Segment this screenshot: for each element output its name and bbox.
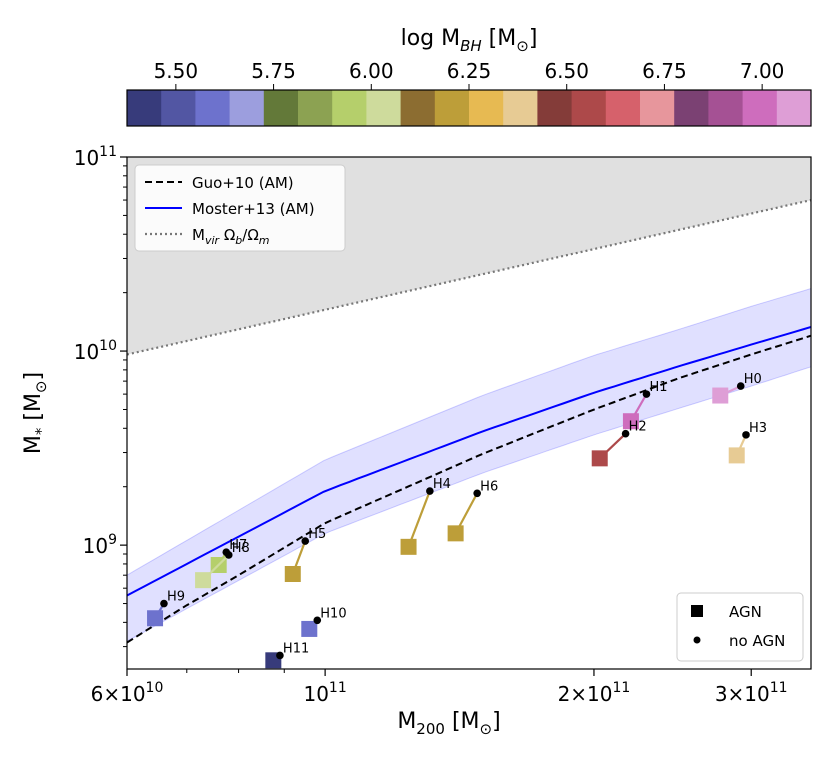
legend-markers: AGN no AGN	[676, 592, 804, 662]
halo-noagn-marker	[301, 537, 310, 545]
halo-noagn-marker	[160, 599, 168, 608]
colorbar-segment	[503, 90, 538, 126]
legend-models: Guo+10 (AM) Moster+13 (AM) Mvir Ωb/Ωm	[134, 164, 346, 252]
y-axis-label: M* [M⊙]	[21, 372, 50, 454]
colorbar-segment	[605, 90, 641, 126]
colorbar-segment	[537, 90, 573, 126]
colorbar-segment	[776, 90, 812, 126]
colorbar-segment	[332, 90, 367, 126]
halo-label: H3	[749, 421, 767, 436]
halo-noagn-marker	[473, 489, 481, 498]
x-tick-label: 3×1011	[715, 680, 788, 706]
halo-agn-marker	[400, 538, 417, 555]
y-tick-label: 1011	[74, 144, 117, 170]
colorbar-segment	[469, 90, 504, 126]
halo-noagn-marker	[313, 616, 322, 625]
halo-agn-marker	[447, 525, 464, 542]
colorbar-tick-label: 5.75	[251, 59, 296, 83]
legend-agn-label: AGN	[729, 603, 762, 621]
baryon-limit-line	[127, 199, 811, 356]
axis-ticks: 6×1010 1011 2×1011 3×1011 109 1010 1011	[74, 144, 788, 706]
x-tick-label: 2×1011	[558, 680, 631, 706]
halo-agn-marker	[591, 450, 608, 467]
legend-moster-label: Moster+13 (AM)	[192, 200, 315, 218]
halo-agn-marker	[712, 387, 729, 404]
halo-label: H4	[433, 477, 451, 492]
colorbar-tick-label: 6.25	[447, 59, 492, 83]
legend-agn-swatch	[691, 605, 703, 617]
halo-noagn-marker	[736, 382, 745, 390]
colorbar-segment	[195, 90, 231, 126]
axes-frame	[126, 156, 812, 670]
colorbar-segment	[571, 90, 607, 126]
colorbar-segment	[263, 90, 299, 126]
halo-noagn-marker	[224, 551, 233, 559]
colorbar-tick-label: 6.00	[349, 59, 394, 83]
halo-label: H7	[229, 538, 247, 553]
colorbar-tick-label: 6.75	[642, 59, 687, 83]
colorbar: log MBH [M⊙] 5.50 5.75 6.00 6.25 6.50 6.75 7.0…	[126, 26, 812, 127]
halo-noagn-marker	[276, 651, 284, 660]
halo-connector	[407, 490, 431, 548]
moster-band	[127, 287, 811, 642]
colorbar-tick-label: 7.00	[740, 59, 785, 83]
colorbar-ticks: 5.50 5.75 6.00 6.25 6.50 6.75 7.00	[154, 59, 785, 90]
colorbar-label: log MBH [M⊙]	[401, 26, 538, 55]
halo-label: H9	[167, 590, 185, 605]
colorbar-segment	[366, 90, 402, 126]
colorbar-segments	[127, 90, 812, 126]
halo-label: H5	[308, 527, 326, 542]
y-tick-label: 1010	[74, 338, 117, 364]
halo-label: H10	[320, 606, 346, 621]
legend-noagn-swatch	[693, 636, 701, 644]
halo-noagn-marker	[621, 429, 630, 438]
legend-guo-label: Guo+10 (AM)	[192, 174, 294, 192]
colorbar-segment	[127, 90, 162, 126]
halo-label: H8	[232, 541, 250, 556]
halo-noagn-marker	[426, 487, 434, 495]
halo-agn-marker	[147, 610, 164, 627]
halo-label: H1	[649, 380, 667, 395]
colorbar-segment	[298, 90, 333, 126]
x-tick-label: 6×1010	[91, 680, 164, 706]
legend-baryon-label: Mvir Ωb/Ωm	[192, 226, 270, 247]
legend-noagn-label: no AGN	[729, 632, 785, 650]
colorbar-segment	[742, 90, 778, 126]
colorbar-segment	[400, 90, 436, 126]
halo-label: H11	[283, 641, 309, 656]
guo-line	[127, 334, 811, 644]
x-axis-label: M200 [M⊙]	[397, 709, 500, 738]
halo-agn-marker	[301, 620, 318, 637]
colorbar-segment	[640, 90, 675, 126]
halo-agn-marker	[284, 565, 301, 582]
moster-line	[127, 326, 811, 597]
colorbar-segment	[708, 90, 744, 126]
halo-label: H6	[480, 479, 498, 494]
halo-agn-marker	[195, 572, 212, 589]
colorbar-segment	[674, 90, 709, 126]
halo-agn-marker	[728, 447, 745, 464]
halo-noagn-marker	[742, 431, 750, 439]
colorbar-segment	[434, 90, 470, 126]
halo-noagn-marker	[642, 390, 651, 398]
colorbar-segment	[229, 90, 265, 126]
halo-label: H0	[744, 372, 762, 387]
colorbar-tick-label: 6.50	[544, 59, 589, 83]
colorbar-segment	[161, 90, 196, 126]
halo-label: H2	[629, 420, 647, 435]
x-tick-label: 1011	[303, 680, 346, 706]
y-tick-label: 109	[83, 532, 117, 558]
halo-agn-marker	[622, 413, 639, 430]
colorbar-tick-label: 5.50	[154, 59, 199, 83]
